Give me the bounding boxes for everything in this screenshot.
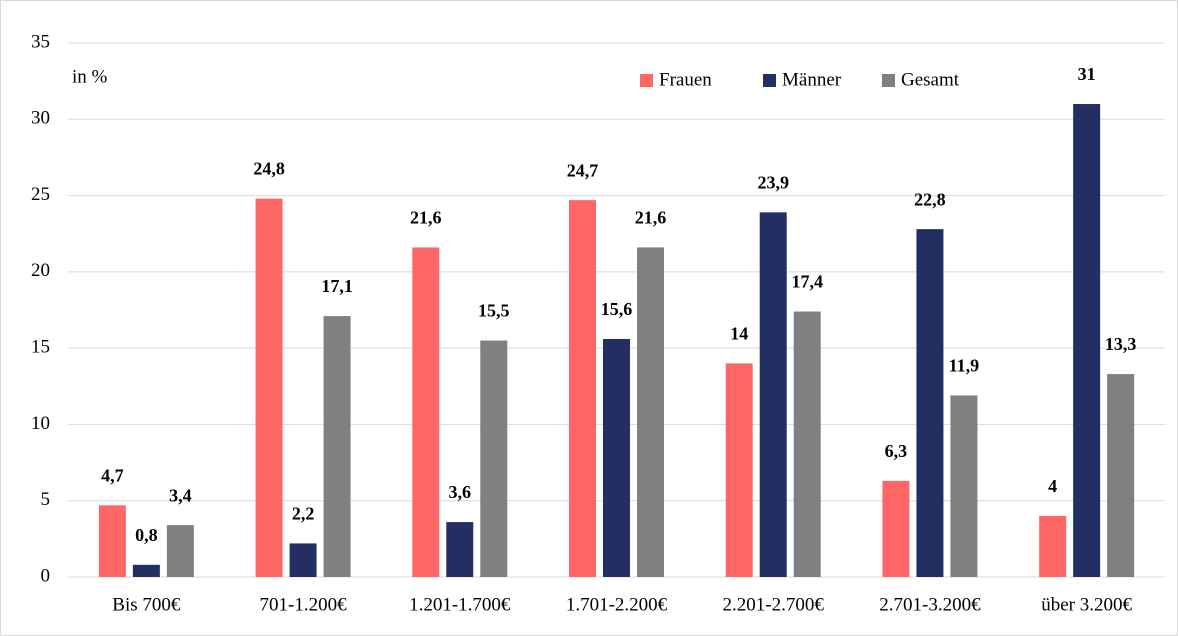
data-label: 23,9 <box>757 172 789 192</box>
bar <box>255 198 283 577</box>
x-tick-label: 2.701-3.200€ <box>879 594 981 615</box>
data-label: 0,8 <box>135 525 158 545</box>
y-tick-label: 25 <box>31 184 50 205</box>
bar <box>1039 515 1067 577</box>
x-tick-label: 1.701-2.200€ <box>566 594 668 615</box>
bar <box>1107 374 1135 577</box>
legend-swatch <box>763 74 776 87</box>
y-tick-label: 10 <box>31 413 50 434</box>
data-label: 24,8 <box>253 159 285 179</box>
data-label: 4,7 <box>101 465 124 485</box>
bar <box>603 338 630 577</box>
y-tick-label: 15 <box>31 337 50 358</box>
bar <box>412 247 440 577</box>
data-label: 3,4 <box>169 485 192 505</box>
data-label: 17,1 <box>321 276 353 296</box>
data-label: 22,8 <box>914 189 946 209</box>
bar <box>916 229 944 577</box>
data-label: 31 <box>1078 64 1096 84</box>
data-label: 11,9 <box>949 356 980 376</box>
bar <box>759 212 787 577</box>
data-label: 4 <box>1048 476 1057 496</box>
bar <box>1073 104 1101 578</box>
x-tick-label: Bis 700€ <box>112 594 181 615</box>
data-label: 13,3 <box>1105 334 1137 354</box>
data-label: 3,6 <box>449 482 472 502</box>
bar <box>323 316 351 577</box>
bar <box>289 543 317 577</box>
data-label: 15,5 <box>478 301 510 321</box>
y-tick-label: 20 <box>31 260 50 281</box>
legend-swatch <box>640 74 653 87</box>
data-label: 21,6 <box>410 208 442 228</box>
bar <box>480 340 508 577</box>
data-label: 21,6 <box>635 208 667 228</box>
legend-label: Frauen <box>659 69 712 90</box>
y-tick-label: 0 <box>41 565 51 586</box>
bar <box>569 200 596 578</box>
x-tick-label: 2.201-2.700€ <box>723 594 825 615</box>
data-label: 17,4 <box>791 272 823 292</box>
bar <box>793 311 821 577</box>
bar <box>637 247 664 577</box>
data-label: 15,6 <box>601 299 633 319</box>
legend-swatch <box>882 74 895 87</box>
bar <box>446 522 474 577</box>
x-tick-label: über 3.200€ <box>1041 594 1132 615</box>
bar <box>132 564 160 577</box>
bar <box>950 395 978 577</box>
data-label: 14 <box>730 324 748 344</box>
y-tick-label: 35 <box>31 31 50 52</box>
x-tick-label: 701-1.200€ <box>260 594 348 615</box>
y-tick-label: 30 <box>31 108 50 129</box>
data-label: 6,3 <box>885 441 908 461</box>
bar <box>166 525 194 577</box>
bar <box>725 363 753 577</box>
y-tick-label: 5 <box>41 489 51 510</box>
annotation: in % <box>72 66 108 87</box>
bar <box>882 480 910 577</box>
x-tick-label: 1.201-1.700€ <box>409 594 511 615</box>
data-label: 2,2 <box>292 504 315 524</box>
legend-label: Männer <box>782 69 842 90</box>
data-label: 24,7 <box>567 160 599 180</box>
bar <box>98 505 126 577</box>
legend-label: Gesamt <box>901 69 960 90</box>
